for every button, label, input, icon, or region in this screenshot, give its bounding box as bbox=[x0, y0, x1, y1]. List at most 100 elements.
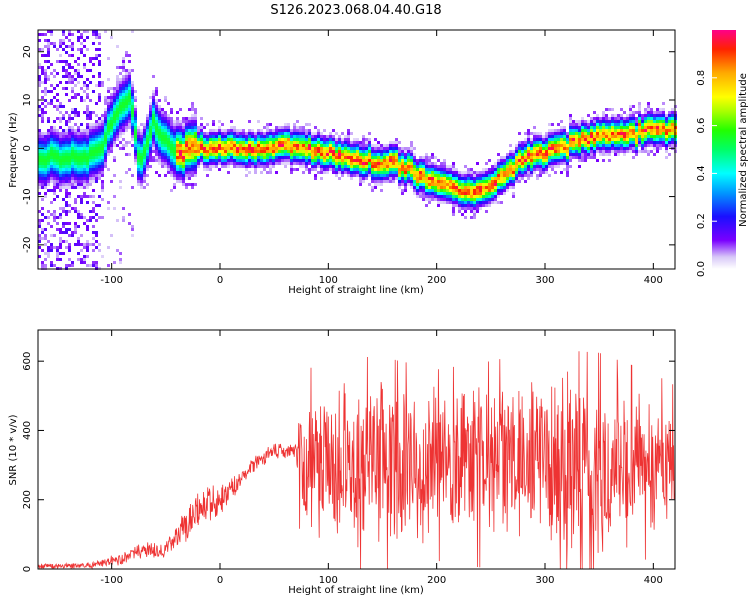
spectrogram-cell bbox=[383, 162, 386, 165]
spectrogram-cell bbox=[671, 120, 674, 123]
spectrogram-cell bbox=[71, 66, 74, 69]
spectrogram-cell bbox=[437, 174, 440, 177]
spectrogram-cell bbox=[251, 129, 254, 132]
spectrogram-cell bbox=[638, 108, 641, 111]
spectrogram-cell bbox=[101, 135, 104, 138]
spectrogram-cell bbox=[482, 189, 485, 192]
spectrogram-cell bbox=[398, 177, 401, 180]
spectrogram-cell bbox=[308, 168, 311, 171]
spectrogram-cell bbox=[554, 138, 557, 141]
spectrogram-cell bbox=[470, 195, 473, 198]
spectrogram-cell bbox=[401, 168, 404, 171]
spectrogram-cell bbox=[179, 144, 182, 147]
spectrogram-cell bbox=[347, 129, 350, 132]
spectrogram-cell bbox=[203, 138, 206, 141]
spectrogram-cell bbox=[44, 45, 47, 48]
spectrogram-cell bbox=[476, 177, 479, 180]
spectrogram-cell bbox=[524, 150, 527, 153]
spectrogram-cell bbox=[65, 174, 68, 177]
spectrogram-cell bbox=[626, 132, 629, 135]
spectrogram-cell bbox=[653, 126, 656, 129]
spectrogram-cell bbox=[53, 162, 56, 165]
spectrogram-cell bbox=[68, 138, 71, 141]
spectrogram-cell bbox=[521, 177, 524, 180]
spectrogram-cell bbox=[614, 135, 617, 138]
spectrogram-cell bbox=[602, 123, 605, 126]
spectrogram-cell bbox=[428, 183, 431, 186]
spectrogram-cell bbox=[218, 120, 221, 123]
spectrogram-cell bbox=[239, 159, 242, 162]
spectrogram-cell bbox=[107, 144, 110, 147]
spectrogram-cell bbox=[569, 135, 572, 138]
spectrogram-cell bbox=[119, 105, 122, 108]
spectrogram-cell bbox=[533, 156, 536, 159]
spectrogram-cell bbox=[146, 138, 149, 141]
spectrogram-cell bbox=[50, 249, 53, 252]
spectrogram-cell bbox=[551, 123, 554, 126]
spectrogram-cell bbox=[122, 75, 125, 78]
spectrogram-cell bbox=[281, 126, 284, 129]
spectrogram-cell bbox=[509, 183, 512, 186]
spectrogram-cell bbox=[239, 165, 242, 168]
spectrogram-cell bbox=[62, 66, 65, 69]
spectrogram-cell bbox=[59, 120, 62, 123]
spectrogram-cell bbox=[611, 135, 614, 138]
spectrogram-cell bbox=[56, 108, 59, 111]
spectrogram-cell bbox=[629, 117, 632, 120]
spectrogram-cell bbox=[200, 141, 203, 144]
spectrogram-cell bbox=[590, 147, 593, 150]
spectrogram-cell bbox=[647, 144, 650, 147]
spectrogram-cell bbox=[572, 156, 575, 159]
spectrogram-cell bbox=[107, 96, 110, 99]
spectrogram-cell bbox=[665, 141, 668, 144]
spectrogram-cell bbox=[476, 192, 479, 195]
spectrogram-cell bbox=[638, 144, 641, 147]
spectrogram-cell bbox=[290, 144, 293, 147]
spectrogram-cell bbox=[185, 147, 188, 150]
spectrogram-cell bbox=[47, 78, 50, 81]
spectrogram-cell bbox=[383, 153, 386, 156]
spectrogram-cell bbox=[80, 48, 83, 51]
spectrogram-cell bbox=[335, 147, 338, 150]
spectrogram-cell bbox=[155, 108, 158, 111]
spectrogram-cell bbox=[119, 186, 122, 189]
spectrogram-cell bbox=[407, 147, 410, 150]
spectrogram-cell bbox=[473, 216, 476, 219]
spectrogram-cell bbox=[50, 180, 53, 183]
spectrogram-cell bbox=[332, 162, 335, 165]
spectrogram-cell bbox=[212, 156, 215, 159]
spectrogram-cell bbox=[443, 168, 446, 171]
spectrogram-cell bbox=[659, 129, 662, 132]
spectrogram-cell bbox=[365, 171, 368, 174]
spectrogram-cell bbox=[125, 141, 128, 144]
spectrogram-cell bbox=[56, 180, 59, 183]
spectrogram-cell bbox=[194, 183, 197, 186]
spectrogram-cell bbox=[218, 162, 221, 165]
spectrogram-cell bbox=[638, 102, 641, 105]
spectrogram-cell bbox=[227, 150, 230, 153]
spectrogram-cell bbox=[632, 132, 635, 135]
spectrogram-cell bbox=[83, 183, 86, 186]
spectrogram-cell bbox=[608, 123, 611, 126]
spectrogram-cell bbox=[302, 171, 305, 174]
spectrogram-cell bbox=[584, 141, 587, 144]
spectrogram-cell bbox=[158, 141, 161, 144]
spectrogram-cell bbox=[551, 129, 554, 132]
spectrogram-cell bbox=[188, 153, 191, 156]
spectrogram-cell bbox=[50, 102, 53, 105]
spectrogram-cell bbox=[119, 93, 122, 96]
spectrogram-cell bbox=[83, 174, 86, 177]
spectrogram-cell bbox=[86, 228, 89, 231]
spectrogram-cell bbox=[452, 174, 455, 177]
spectrogram-cell bbox=[206, 150, 209, 153]
spectrogram-cell bbox=[296, 126, 299, 129]
spectrogram-cell bbox=[191, 153, 194, 156]
spectrogram-cell bbox=[452, 177, 455, 180]
spectrogram-cell bbox=[464, 204, 467, 207]
spectrogram-cell bbox=[86, 147, 89, 150]
spectrogram-cell bbox=[140, 147, 143, 150]
spectrogram-cell bbox=[164, 147, 167, 150]
spectrogram-cell bbox=[248, 150, 251, 153]
spectrogram-cell bbox=[155, 147, 158, 150]
spectrogram-cell bbox=[626, 129, 629, 132]
